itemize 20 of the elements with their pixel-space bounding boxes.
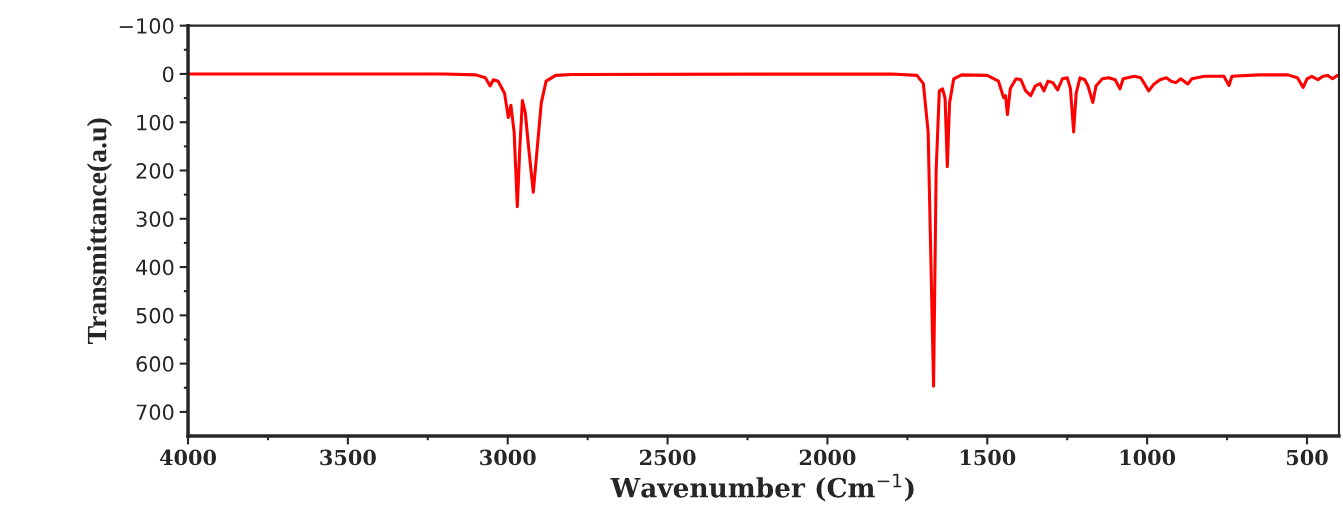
x-tick-label: 500 [1286,449,1328,466]
y-tick-label: 700 [136,404,174,421]
line-series [188,72,1339,388]
x-axis-title: Wavenumber (Cm$^{−1}$) [610,473,914,502]
y-tick-label: 300 [136,211,174,227]
y-tick-label: 600 [136,356,174,372]
x-tick-label: 2000 [799,449,856,466]
y-tick-label: 400 [136,259,174,276]
y-tick-label: 200 [136,162,174,179]
x-tick-label: 4000 [159,449,217,466]
x-tick-label: 1500 [960,449,1016,466]
y-tick-label: 0 [162,66,174,83]
x-tick-label: 3500 [320,449,376,466]
y-tick-label: 500 [136,307,174,324]
x-tick-label: 3000 [480,449,536,466]
y-tick-label: −100 [119,18,174,34]
y-axis-title: Transmittance(a.u) [86,118,113,344]
x-tick-label: 1000 [1120,449,1176,466]
x-tick-label: 2500 [639,449,696,466]
y-tick-label: 100 [137,114,174,131]
